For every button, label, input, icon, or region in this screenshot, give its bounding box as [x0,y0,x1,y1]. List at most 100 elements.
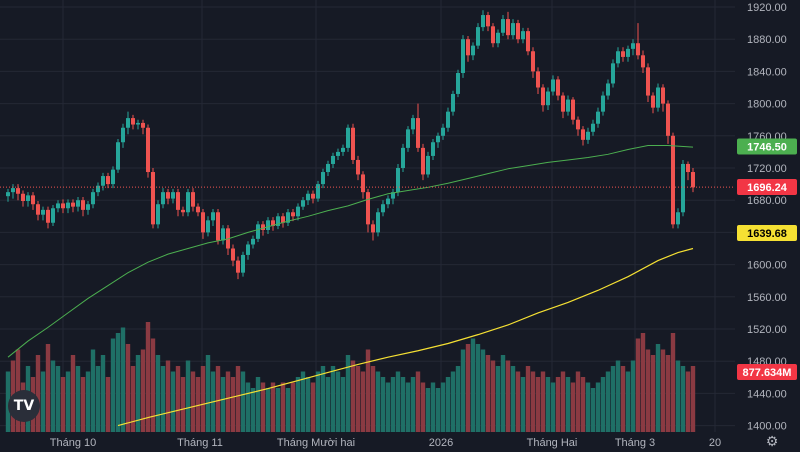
candle [446,111,450,128]
time-tick-label: 20 [709,437,721,449]
candle [51,208,55,223]
candle [116,142,120,170]
candle [121,127,125,143]
candle [61,203,65,209]
volume-bar [685,371,691,432]
ma-short-line [7,144,694,358]
candle [556,79,560,96]
volume-bar [180,377,186,432]
volume-bar [335,371,341,432]
candle [346,127,350,148]
candle [301,200,305,207]
price-tick-label: 1880.00 [747,34,787,46]
candle [156,204,160,225]
candle [506,19,510,36]
volume-bar [60,377,66,432]
candle [341,147,345,152]
price-tick-label: 1800.00 [747,99,787,111]
candle [181,209,185,213]
volume-bar [140,349,146,432]
volume-badge: 877.634M [737,364,797,380]
volume-bar [80,377,86,432]
volume-bar [125,344,131,432]
candle [306,193,310,201]
candle [6,192,10,197]
time-tick-label: 2026 [429,437,453,449]
gear-icon[interactable]: ⚙ [765,434,779,450]
volume-bar [50,360,56,432]
volume-bar [310,382,316,432]
candle [136,122,140,125]
last-price-badge: 1696.24 [737,179,797,195]
candle [316,184,320,199]
badge-background [737,138,797,155]
volume-bar [90,349,96,432]
volume-bar [230,377,236,432]
volume-bar [640,333,646,432]
volume-bar [285,388,291,432]
volume-bar [215,366,221,432]
candle [371,224,375,233]
volume-bar [40,371,46,432]
candle [406,129,410,148]
candle [541,87,545,106]
volume-bar [290,382,296,432]
ma-long-badge: 1639.68 [737,225,797,241]
candle [141,122,145,128]
volume-bar [55,366,61,432]
candle [291,212,295,217]
price-tick-label: 1440.00 [747,388,787,400]
candle [421,147,425,175]
time-tick-label: Tháng 11 [177,437,223,449]
candle [41,209,45,215]
candle [461,39,465,74]
volume-bar [415,371,421,432]
volume-bar [560,371,566,432]
time-tick-label: Tháng Mười hai [277,437,355,449]
candle [626,48,630,57]
volume-bar [555,377,561,432]
volume-bar [645,349,651,432]
volume-bar [615,360,621,432]
candle [386,198,390,205]
volume-bar [345,355,351,432]
candle [651,95,655,108]
volume-bar [525,366,531,432]
volume-bar [115,333,121,432]
candle [606,83,610,96]
volume-bar [270,382,276,432]
axis-badges: 1746.50 1696.24 1639.68 877.634M [737,138,797,380]
volume-bar [390,377,396,432]
candle [91,192,95,205]
candle [151,172,155,225]
candle [236,260,240,273]
volume-bar [465,344,471,432]
volume-bar [460,349,466,432]
tradingview-logo[interactable]: TV [8,390,40,422]
candle [186,192,190,213]
ma-short-badge: 1746.50 [737,138,797,155]
volume-bar [385,382,391,432]
candle [146,127,150,173]
volume-bar [155,355,161,432]
volume-bar [540,371,546,432]
badge-value: 877.634M [743,367,792,379]
candle [31,195,35,205]
candle [216,212,220,241]
volume-bar [225,371,231,432]
candle [671,135,675,225]
candle [491,26,495,44]
volume-bar [675,360,681,432]
volume-bar [265,388,271,432]
volume-bar [260,382,266,432]
volume-bar [355,366,361,432]
time-axis[interactable]: Tháng 10 Tháng 11 Tháng Mười hai 2026 Tháng … [50,437,721,449]
candle [451,93,455,112]
volume-bar [600,377,606,432]
candle [321,172,325,185]
volume-bar [575,371,581,432]
candle [631,43,635,49]
candle [361,174,365,193]
volume-bar [405,382,411,432]
